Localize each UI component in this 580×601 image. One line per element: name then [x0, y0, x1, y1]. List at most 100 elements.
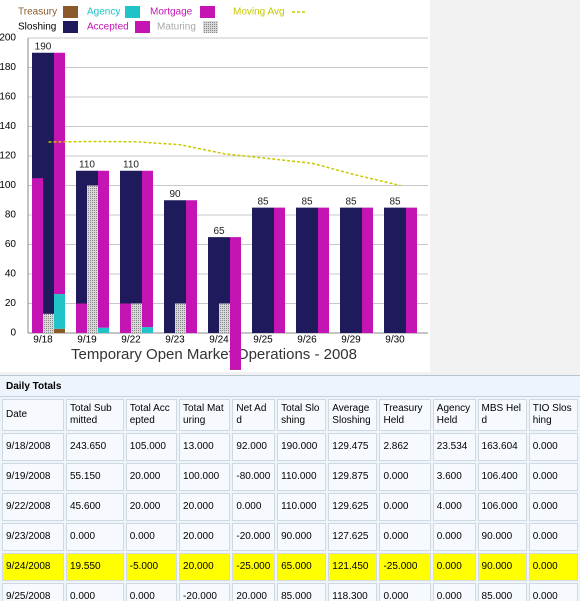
- bar: [142, 327, 153, 333]
- bar: [43, 313, 54, 333]
- x-tick-label: 9/29: [341, 335, 361, 346]
- bar: [54, 52, 65, 295]
- cell: 0.000: [379, 463, 431, 491]
- cell: 0.000: [379, 493, 431, 521]
- cell: 85.000: [477, 583, 527, 601]
- cell: 20.000: [179, 523, 231, 551]
- y-tick-label: 80: [5, 210, 17, 221]
- cell: 23.534: [432, 433, 476, 461]
- value-label: 110: [79, 159, 95, 170]
- cell: 243.650: [66, 433, 124, 461]
- cell: 0.000: [232, 493, 276, 521]
- data-row: 9/22/2008 45.600 20.000 20.000 0.000 110.000 1…: [2, 493, 578, 521]
- bar: [384, 207, 406, 333]
- cell: 20.000: [125, 493, 178, 521]
- column-header: Total Sloshing: [277, 399, 327, 431]
- x-tick-label: 9/18: [33, 335, 53, 346]
- cell: 4.000: [432, 493, 476, 521]
- cell: 20.000: [179, 553, 231, 581]
- cell: 0.000: [432, 553, 476, 581]
- cell: 90.000: [277, 523, 327, 551]
- cell: 0.000: [528, 493, 578, 521]
- x-tick-label: 9/22: [121, 335, 141, 346]
- data-row: 9/19/2008 55.150 20.000 100.000 -80.000 110.0…: [2, 463, 578, 491]
- cell: 106.000: [477, 493, 527, 521]
- cell: 13.000: [179, 433, 231, 461]
- cell: 0.000: [432, 523, 476, 551]
- bar: [219, 303, 230, 333]
- cell: 0.000: [432, 583, 476, 601]
- cell: 190.000: [277, 433, 327, 461]
- cell: 0.000: [379, 583, 431, 601]
- cell: 127.625: [328, 523, 378, 551]
- legend-swatch: [200, 6, 215, 18]
- cell: 110.000: [277, 493, 327, 521]
- bar: [362, 207, 373, 333]
- bar: [98, 170, 109, 328]
- cell: 110.000: [277, 463, 327, 491]
- bar: [120, 170, 142, 333]
- value-label: 85: [345, 196, 357, 207]
- column-header: Total Submitted: [66, 399, 124, 431]
- cell: 9/25/2008: [2, 583, 64, 601]
- cell: 0.000: [528, 523, 578, 551]
- cell: 20.000: [232, 583, 276, 601]
- x-tick-label: 9/23: [165, 335, 185, 346]
- value-label: 90: [169, 189, 181, 200]
- x-tick-label: 9/19: [77, 335, 97, 346]
- cell: 0.000: [66, 583, 124, 601]
- cell: 0.000: [528, 553, 578, 581]
- column-header: Agency Held: [432, 399, 476, 431]
- column-header: TIO Sloshing: [528, 399, 578, 431]
- cell: 100.000: [179, 463, 231, 491]
- legend-label: Sloshing: [18, 22, 56, 33]
- bar: [186, 200, 197, 333]
- cell: 9/23/2008: [2, 523, 64, 551]
- x-tick-label: 9/26: [297, 335, 317, 346]
- cell: 90.000: [477, 523, 527, 551]
- cell: 121.450: [328, 553, 378, 581]
- bar: [296, 207, 318, 333]
- cell: 65.000: [277, 553, 327, 581]
- cell: 9/24/2008: [2, 553, 64, 581]
- column-header: Net Add: [232, 399, 276, 431]
- column-header: MBS Held: [477, 399, 527, 431]
- chart: Temporary Open Market Operations - 2008 …: [0, 0, 430, 372]
- legend-label: Treasury: [18, 7, 57, 18]
- cell: 0.000: [528, 463, 578, 491]
- cell: 0.000: [528, 583, 578, 601]
- legend-swatch: [203, 21, 218, 33]
- x-tick-label: 9/30: [385, 335, 405, 346]
- legend-label: Agency: [87, 7, 120, 18]
- cell: -80.000: [232, 463, 276, 491]
- bar: [76, 303, 87, 333]
- cell: 90.000: [477, 553, 527, 581]
- legend-label: Moving Avg: [233, 7, 285, 18]
- legend-swatch: [63, 21, 78, 33]
- value-label: 85: [389, 196, 401, 207]
- bar: [131, 303, 142, 333]
- cell: 0.000: [125, 523, 178, 551]
- legend-label: Accepted: [87, 22, 129, 33]
- cell: 0.000: [379, 523, 431, 551]
- y-tick-label: 180: [0, 62, 16, 73]
- bar: [318, 207, 329, 333]
- data-row: 9/23/2008 0.000 0.000 20.000 -20.000 90.000 12…: [2, 523, 578, 551]
- cell: -25.000: [232, 553, 276, 581]
- column-header: Date: [2, 399, 64, 431]
- bar: [120, 303, 131, 333]
- cell: 9/18/2008: [2, 433, 64, 461]
- cell: 85.000: [277, 583, 327, 601]
- cell: -20.000: [179, 583, 231, 601]
- data-row: 9/24/2008 19.550 -5.000 20.000 -25.000 65.000…: [2, 553, 578, 581]
- data-row: 9/25/2008 0.000 0.000 -20.000 20.000 85.000 11…: [2, 583, 578, 601]
- table-title: Daily Totals: [0, 376, 580, 397]
- bar: [230, 237, 241, 370]
- cell: 45.600: [66, 493, 124, 521]
- bar: [406, 207, 417, 333]
- y-tick-label: 120: [0, 151, 16, 162]
- cell: 92.000: [232, 433, 276, 461]
- bar: [54, 328, 65, 333]
- cell: 105.000: [125, 433, 178, 461]
- value-label: 190: [35, 41, 52, 52]
